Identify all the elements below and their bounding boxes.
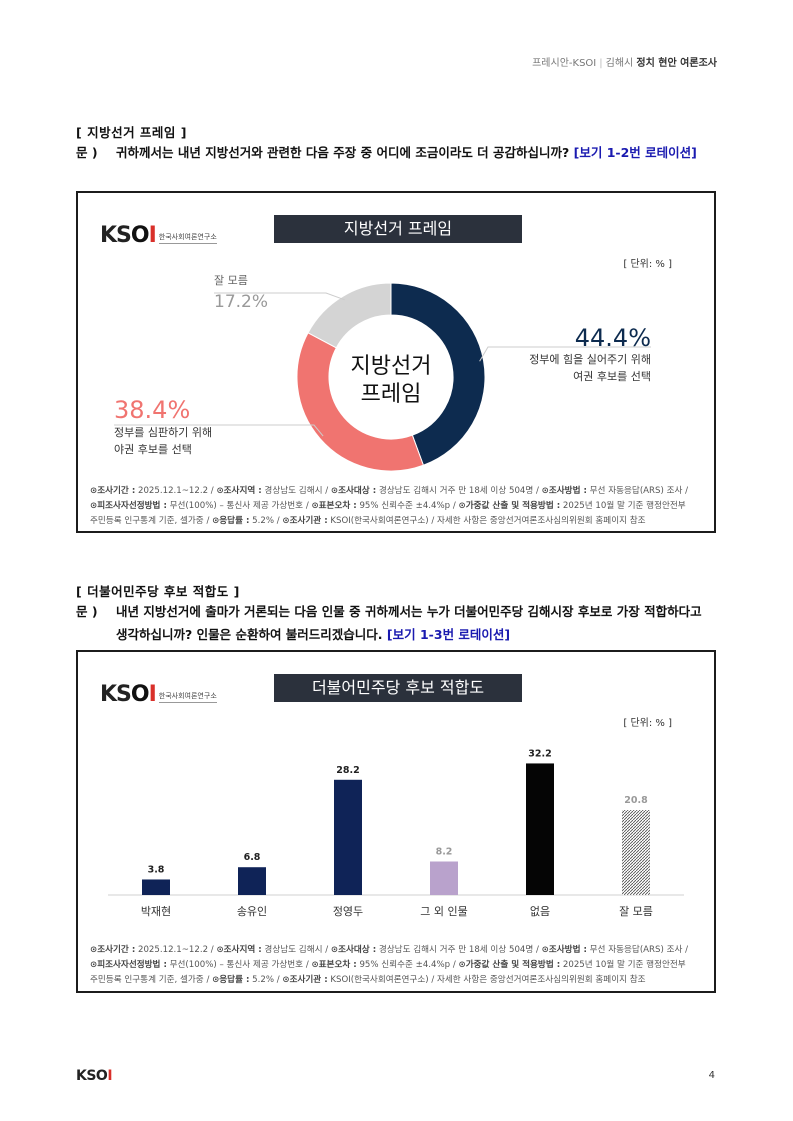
header-region: 김해시: [605, 58, 634, 69]
survey-footnote: ⊙조사기간 : 2025.12.1~12.2 / ⊙조사지역 : 경상남도 김해…: [90, 945, 689, 985]
section1-question: 문 ) 귀하께서는 내년 지방선거와 관련한 다음 주장 중 어디에 조금이라도…: [76, 141, 716, 187]
question-text: 귀하께서는 내년 지방선거와 관련한 다음 주장 중 어디에 조금이라도 더 공…: [116, 145, 574, 160]
unit-label: [ 단위: % ]: [623, 259, 672, 270]
header-org: 프레시안-KSOI: [532, 58, 597, 69]
chart-title: 더불어민주당 후보 적합도: [274, 674, 522, 702]
logo-text: KSOI: [100, 223, 157, 248]
leader-line: [114, 424, 324, 437]
rotation-note: [보기 1-3번 로테이션]: [386, 627, 511, 642]
leader-line: [479, 346, 651, 362]
donut-slice-2: [307, 282, 392, 349]
bar-value-label: 28.2: [336, 765, 359, 776]
question-mark: 문 ): [76, 145, 98, 160]
question-text: 내년 지방선거에 출마가 거론되는 다음 인물 중 귀하께서는 누가 더불어민주…: [116, 604, 702, 642]
category-label: 잘 모름: [619, 905, 653, 918]
bar-4: [526, 763, 554, 895]
page-number: 4: [708, 1070, 715, 1081]
donut-slice-0: [390, 282, 486, 466]
donut-slice-1: [296, 332, 425, 472]
ksoi-logo: KSOI 한국사회여론연구소: [100, 684, 217, 706]
slice-label: 잘 모름: [214, 274, 248, 287]
category-label: 송유인: [237, 905, 267, 918]
category-label: 박재현: [141, 905, 171, 918]
question-mark: 문 ): [76, 604, 98, 619]
logo-text: KSOI: [100, 682, 157, 707]
page-header: 프레시안-KSOI | 김해시 정치 현안 여론조사: [532, 54, 717, 69]
bar-value-label: 20.8: [624, 795, 648, 806]
bar-2: [334, 779, 362, 895]
section1-title: [ 지방선거 프레임 ]: [76, 125, 187, 140]
slice-value: 38.4%: [114, 396, 190, 424]
leader-line: [214, 292, 345, 301]
category-label: 정영두: [333, 905, 363, 918]
section2-question: 문 ) 내년 지방선거에 출마가 거론되는 다음 인물 중 귀하께서는 누가 더…: [76, 600, 716, 646]
rotation-note: [보기 1-2번 로테이션]: [573, 145, 697, 160]
bar-1: [238, 867, 266, 895]
donut-center-label: 지방선거: [351, 354, 432, 379]
survey-footnote: ⊙조사기간 : 2025.12.1~12.2 / ⊙조사지역 : 경상남도 김해…: [90, 486, 689, 526]
chart-title: 지방선거 프레임: [274, 215, 522, 243]
donut-center-label: 프레임: [361, 382, 422, 407]
logo-subtitle: 한국사회여론연구소: [158, 232, 217, 244]
slice-value: 44.4%: [575, 324, 651, 352]
bar-5: [622, 810, 650, 895]
slice-label: 여권 후보를 선택: [573, 370, 651, 383]
bar-value-label: 6.8: [244, 852, 261, 863]
header-title: 정치 현안 여론조사: [636, 58, 717, 69]
slice-label: 정부를 심판하기 위해: [114, 425, 212, 439]
slice-label: 야권 후보를 선택: [114, 443, 192, 456]
category-label: 그 외 인물: [420, 905, 467, 918]
header-separator: |: [599, 58, 603, 69]
bar-chart-panel: KSOI 한국사회여론연구소 더불어민주당 후보 적합도 [ 단위: % ] 3…: [76, 650, 716, 993]
bar-3: [430, 861, 458, 895]
section2-title: [ 더불어민주당 후보 적합도 ]: [76, 584, 240, 599]
unit-label: [ 단위: % ]: [623, 718, 672, 729]
logo-subtitle: 한국사회여론연구소: [158, 691, 217, 703]
slice-value: 17.2%: [214, 292, 268, 312]
category-label: 없음: [530, 905, 550, 918]
ksoi-logo: KSOI 한국사회여론연구소: [100, 225, 217, 247]
bar-value-label: 3.8: [148, 864, 165, 875]
bar-chart: 3.8 박재현 6.8 송유인 28.2 정영두 8.2 그 외 인물 32.2 없음 20.8 잘 …: [108, 748, 684, 918]
footer-logo: KSOI: [76, 1068, 113, 1084]
slice-label: 정부에 힘을 실어주기 위해: [529, 352, 651, 366]
bar-0: [142, 879, 170, 895]
bar-value-label: 8.2: [436, 846, 453, 857]
bar-value-label: 32.2: [528, 748, 551, 759]
